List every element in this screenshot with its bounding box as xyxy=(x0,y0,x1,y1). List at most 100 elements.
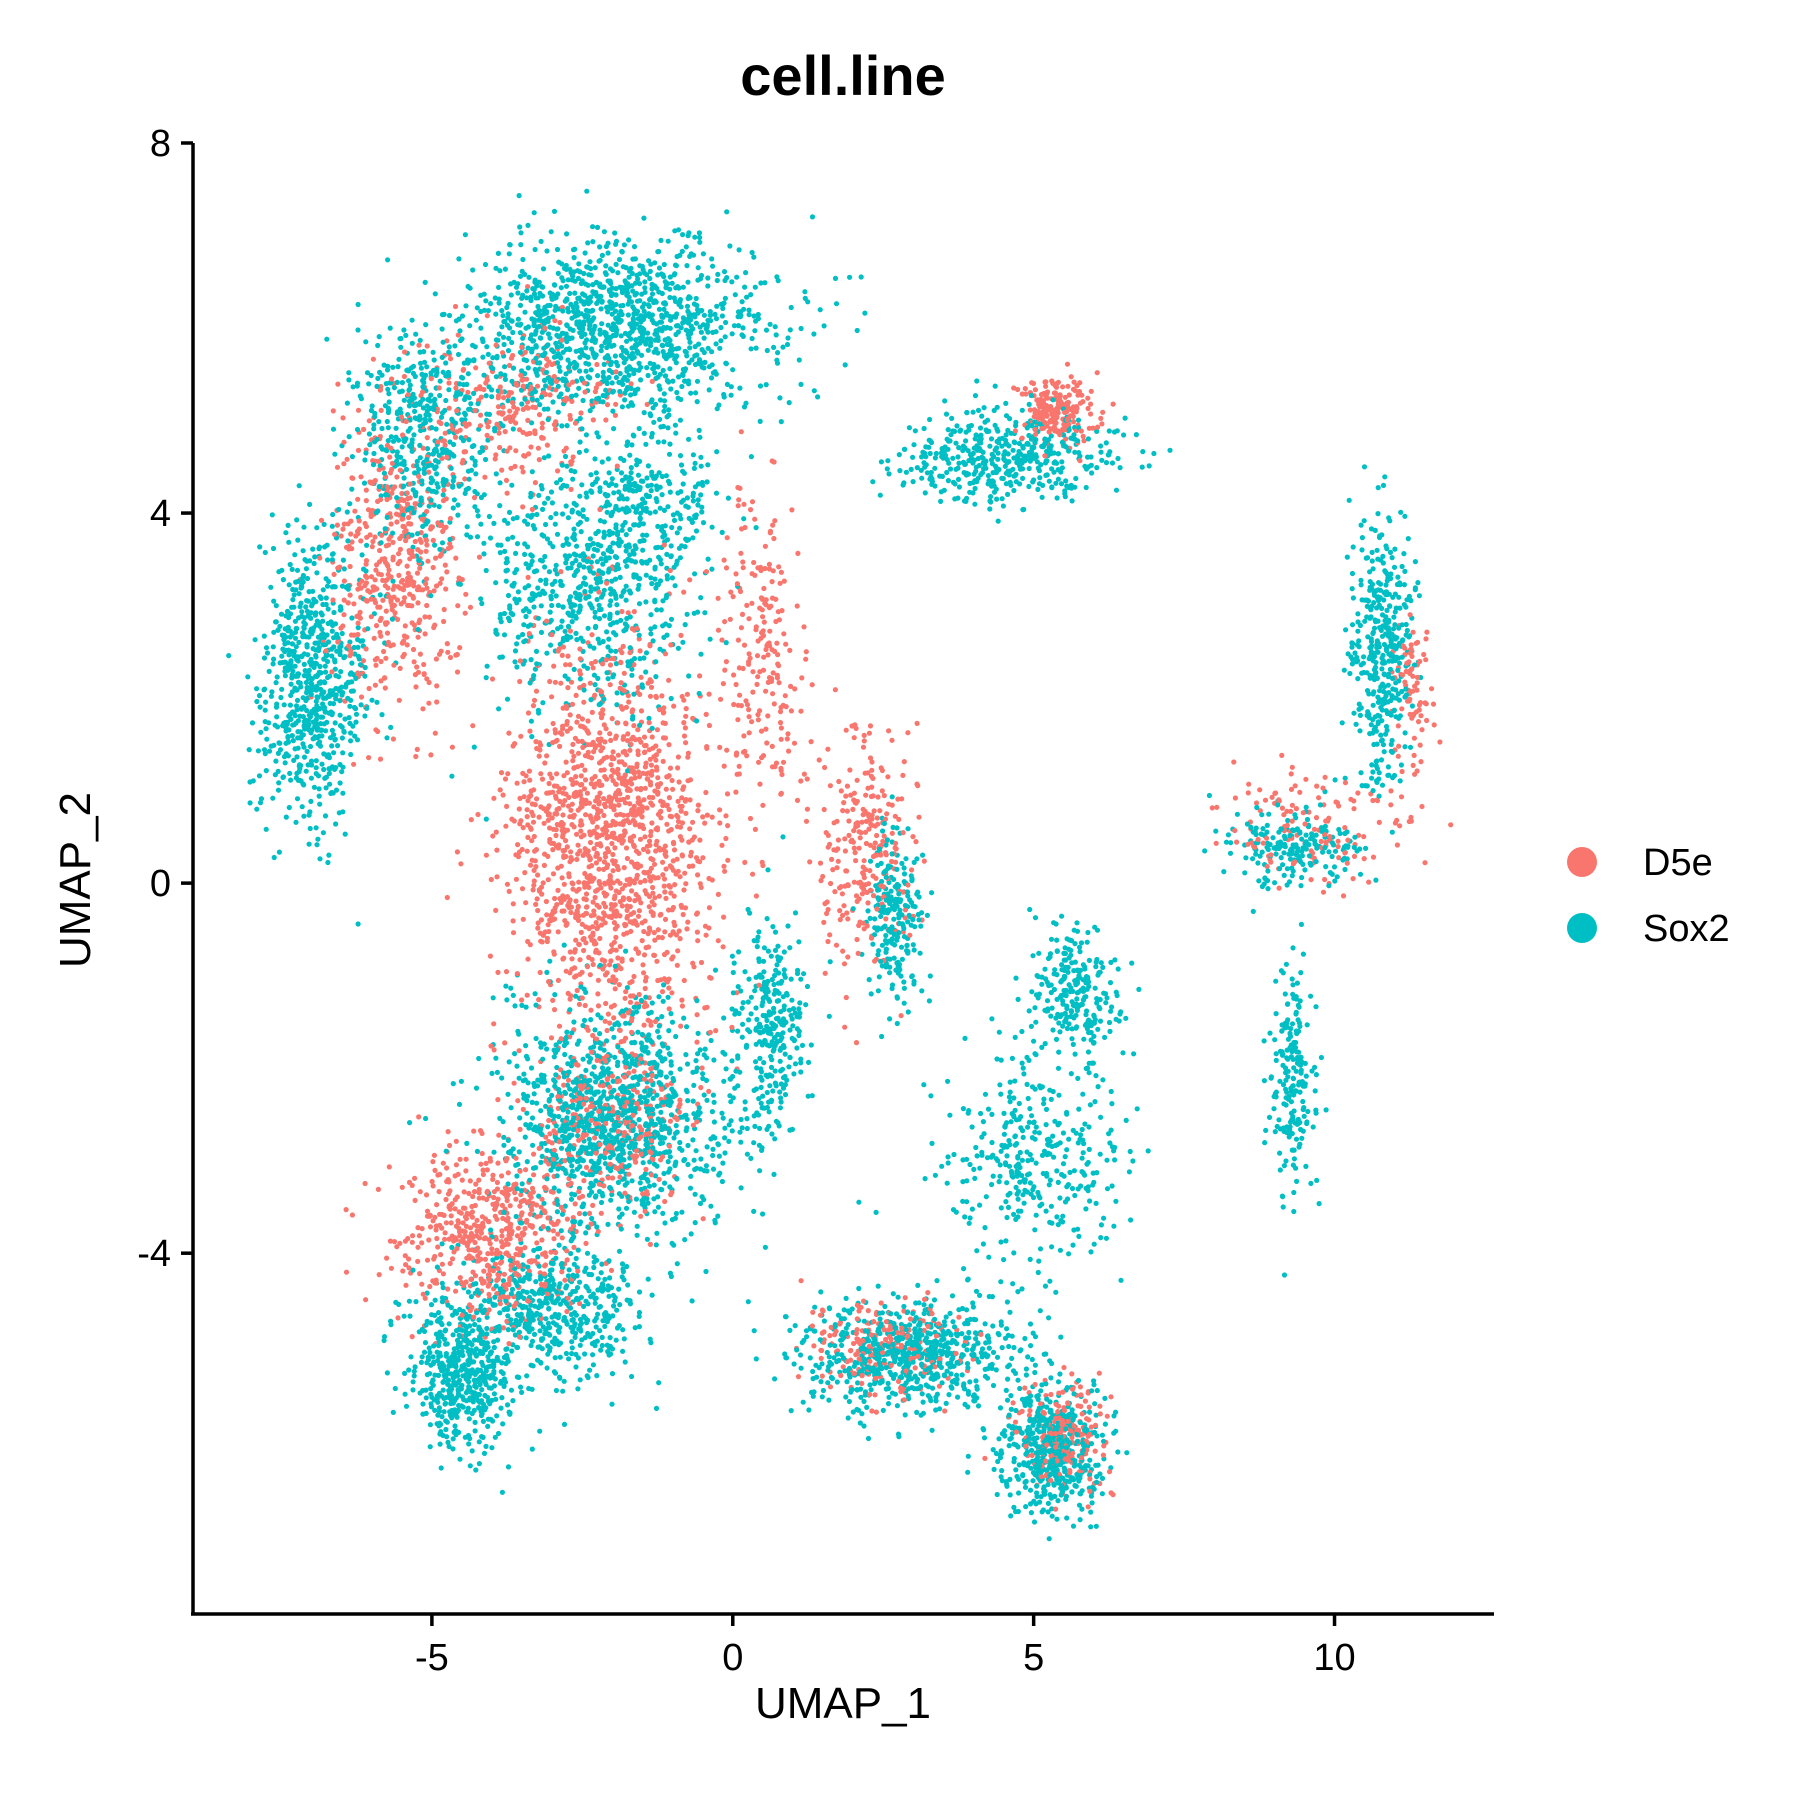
scatter-point-d5e xyxy=(740,565,746,571)
scatter-point-sox2 xyxy=(656,1034,662,1040)
scatter-point-d5e xyxy=(740,559,746,565)
scatter-point-d5e xyxy=(846,818,852,824)
scatter-point-sox2 xyxy=(1113,487,1120,493)
scatter-point-d5e xyxy=(444,894,450,901)
scatter-point-sox2 xyxy=(764,916,770,922)
scatter-point-sox2 xyxy=(385,425,391,431)
scatter-point-d5e xyxy=(581,832,587,838)
scatter-point-sox2 xyxy=(1357,871,1364,877)
scatter-point-sox2 xyxy=(1097,1151,1103,1157)
scatter-point-sox2 xyxy=(706,387,712,393)
scatter-point-d5e xyxy=(406,514,412,521)
scatter-point-d5e xyxy=(755,712,761,718)
scatter-point-d5e xyxy=(550,871,557,877)
scatter-point-sox2 xyxy=(371,450,377,457)
scatter-point-sox2 xyxy=(1373,659,1379,666)
scatter-point-sox2 xyxy=(454,1280,460,1286)
scatter-point-sox2 xyxy=(266,748,273,754)
scatter-point-sox2 xyxy=(512,648,519,654)
scatter-point-d5e xyxy=(1060,384,1066,390)
scatter-point-sox2 xyxy=(922,490,928,496)
scatter-point-sox2 xyxy=(1284,866,1290,872)
scatter-point-sox2 xyxy=(268,743,274,749)
scatter-point-d5e xyxy=(363,1297,369,1303)
scatter-point-sox2 xyxy=(574,543,580,549)
scatter-point-d5e xyxy=(446,380,452,386)
scatter-point-sox2 xyxy=(1359,783,1365,789)
scatter-point-sox2 xyxy=(613,238,620,244)
scatter-point-d5e xyxy=(478,1161,484,1167)
scatter-point-sox2 xyxy=(1089,1500,1095,1506)
scatter-point-d5e xyxy=(515,1098,521,1104)
scatter-point-d5e xyxy=(668,826,674,833)
scatter-point-sox2 xyxy=(573,300,579,306)
scatter-point-d5e xyxy=(617,965,623,971)
scatter-point-sox2 xyxy=(1111,1223,1117,1229)
scatter-point-sox2 xyxy=(988,436,995,442)
scatter-point-sox2 xyxy=(1304,1022,1310,1028)
scatter-point-d5e xyxy=(441,618,447,625)
scatter-point-sox2 xyxy=(867,915,873,922)
scatter-point-d5e xyxy=(455,603,461,609)
scatter-point-sox2 xyxy=(973,1144,979,1151)
scatter-point-d5e xyxy=(541,862,548,869)
scatter-point-d5e xyxy=(430,1183,436,1189)
scatter-point-sox2 xyxy=(1102,1395,1108,1401)
scatter-point-sox2 xyxy=(668,1011,674,1017)
scatter-point-sox2 xyxy=(605,676,611,682)
scatter-point-d5e xyxy=(687,797,693,803)
scatter-point-sox2 xyxy=(1004,1180,1010,1186)
scatter-point-sox2 xyxy=(601,361,607,367)
scatter-point-d5e xyxy=(582,777,589,783)
scatter-point-d5e xyxy=(656,893,662,899)
scatter-point-sox2 xyxy=(385,386,391,392)
scatter-point-sox2 xyxy=(503,983,509,989)
scatter-point-sox2 xyxy=(464,524,470,530)
scatter-point-sox2 xyxy=(539,1336,545,1342)
scatter-point-sox2 xyxy=(440,1285,446,1291)
scatter-point-sox2 xyxy=(1036,1429,1042,1435)
scatter-point-d5e xyxy=(470,723,476,729)
scatter-point-d5e xyxy=(1421,651,1427,658)
scatter-point-d5e xyxy=(442,1230,448,1236)
scatter-point-sox2 xyxy=(481,291,487,297)
scatter-point-sox2 xyxy=(502,364,508,370)
scatter-point-d5e xyxy=(419,1281,425,1287)
chart-title: cell.line xyxy=(740,44,945,107)
scatter-point-sox2 xyxy=(264,736,270,742)
scatter-point-sox2 xyxy=(311,560,317,567)
scatter-point-sox2 xyxy=(485,351,491,357)
scatter-point-d5e xyxy=(387,1238,393,1244)
scatter-point-sox2 xyxy=(387,325,393,331)
scatter-point-sox2 xyxy=(677,525,683,531)
scatter-point-sox2 xyxy=(1409,703,1415,709)
scatter-point-d5e xyxy=(542,760,548,766)
scatter-point-sox2 xyxy=(295,729,301,735)
scatter-point-sox2 xyxy=(562,453,569,460)
scatter-point-sox2 xyxy=(562,1090,569,1096)
scatter-point-sox2 xyxy=(515,290,521,296)
scatter-point-sox2 xyxy=(654,321,660,327)
scatter-point-sox2 xyxy=(1303,1163,1309,1169)
scatter-point-d5e xyxy=(639,938,645,944)
scatter-point-sox2 xyxy=(1350,544,1356,550)
scatter-point-d5e xyxy=(556,1023,563,1029)
scatter-point-d5e xyxy=(412,1175,418,1181)
scatter-point-sox2 xyxy=(464,532,470,538)
scatter-point-d5e xyxy=(387,454,393,460)
scatter-point-sox2 xyxy=(439,540,446,546)
scatter-point-sox2 xyxy=(317,663,323,670)
scatter-point-sox2 xyxy=(636,601,643,607)
scatter-point-sox2 xyxy=(1359,535,1365,541)
scatter-point-sox2 xyxy=(1095,1026,1101,1032)
scatter-point-d5e xyxy=(1342,780,1349,786)
scatter-point-d5e xyxy=(761,619,767,625)
scatter-point-sox2 xyxy=(547,1267,554,1273)
scatter-point-d5e xyxy=(753,624,759,630)
scatter-point-d5e xyxy=(750,669,756,675)
scatter-point-sox2 xyxy=(761,945,768,951)
scatter-point-sox2 xyxy=(754,944,760,950)
scatter-point-d5e xyxy=(583,904,590,910)
scatter-point-d5e xyxy=(547,678,553,685)
scatter-point-sox2 xyxy=(528,657,534,663)
